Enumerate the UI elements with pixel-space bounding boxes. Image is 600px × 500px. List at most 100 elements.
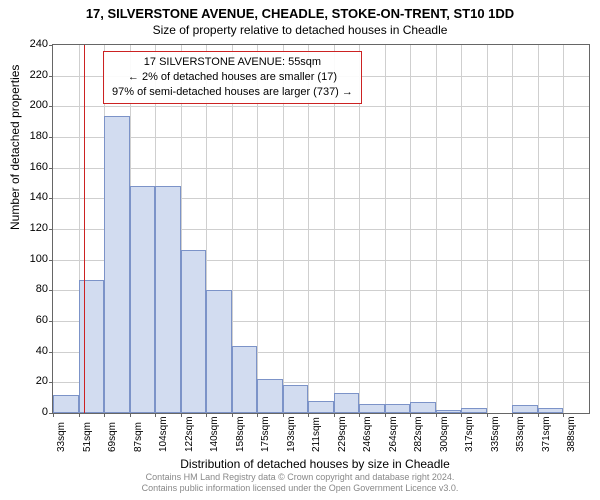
xtick-label: 193sqm (286, 416, 297, 452)
gridline-h (53, 137, 589, 138)
annotation-line-1: 17 SILVERSTONE AVENUE: 55sqm (144, 56, 321, 68)
xtick-mark (53, 413, 54, 417)
xtick-label: 388sqm (566, 416, 577, 452)
xtick-label: 317sqm (464, 416, 475, 452)
histogram-bar (436, 410, 462, 413)
ytick-mark (49, 106, 53, 107)
xtick-label: 246sqm (362, 416, 373, 452)
histogram-bar (334, 393, 360, 413)
ytick-mark (49, 382, 53, 383)
ytick-mark (49, 137, 53, 138)
gridline-h (53, 106, 589, 107)
xtick-mark (512, 413, 513, 417)
annotation-line-2: ← 2% of detached houses are smaller (17) (128, 71, 337, 83)
gridline-v (512, 45, 513, 413)
ytick-label: 160 (8, 161, 48, 173)
ytick-mark (49, 76, 53, 77)
xtick-label: 140sqm (209, 416, 220, 452)
ytick-label: 240 (8, 38, 48, 50)
xtick-label: 175sqm (260, 416, 271, 452)
gridline-v (563, 45, 564, 413)
gridline-v (436, 45, 437, 413)
histogram-bar (283, 385, 309, 413)
chart-container: 17, SILVERSTONE AVENUE, CHEADLE, STOKE-O… (0, 0, 600, 500)
histogram-bar (104, 116, 130, 413)
ytick-label: 40 (8, 345, 48, 357)
gridline-v (385, 45, 386, 413)
ytick-mark (49, 260, 53, 261)
ytick-mark (49, 321, 53, 322)
histogram-bar (155, 186, 181, 413)
ytick-label: 100 (8, 253, 48, 265)
footer-line-2: Contains public information licensed und… (142, 483, 459, 493)
ytick-label: 200 (8, 99, 48, 111)
xtick-mark (79, 413, 80, 417)
ytick-label: 60 (8, 314, 48, 326)
xtick-mark (563, 413, 564, 417)
plot-area: 17 SILVERSTONE AVENUE: 55sqm ← 2% of deta… (52, 44, 590, 414)
histogram-bar (461, 408, 487, 413)
xtick-mark (206, 413, 207, 417)
marker-line (84, 45, 85, 413)
xtick-label: 282sqm (413, 416, 424, 452)
xtick-mark (104, 413, 105, 417)
xtick-label: 122sqm (184, 416, 195, 452)
ytick-label: 140 (8, 191, 48, 203)
histogram-bar (308, 401, 334, 413)
gridline-v (461, 45, 462, 413)
ytick-mark (49, 168, 53, 169)
gridline-v (538, 45, 539, 413)
histogram-bar (538, 408, 564, 413)
x-axis-label: Distribution of detached houses by size … (0, 457, 600, 471)
xtick-label: 371sqm (541, 416, 552, 452)
xtick-label: 211sqm (311, 417, 322, 452)
xtick-label: 104sqm (158, 416, 169, 452)
histogram-bar (257, 379, 283, 413)
chart-title-sub: Size of property relative to detached ho… (0, 23, 600, 37)
ytick-mark (49, 45, 53, 46)
ytick-label: 180 (8, 130, 48, 142)
xtick-mark (283, 413, 284, 417)
ytick-mark (49, 198, 53, 199)
ytick-label: 20 (8, 375, 48, 387)
gridline-v (487, 45, 488, 413)
ytick-label: 120 (8, 222, 48, 234)
xtick-mark (130, 413, 131, 417)
histogram-bar (385, 404, 411, 413)
xtick-label: 300sqm (439, 416, 450, 452)
histogram-bar (359, 404, 385, 413)
gridline-h (53, 168, 589, 169)
histogram-bar (130, 186, 156, 413)
xtick-mark (257, 413, 258, 417)
ytick-label: 220 (8, 69, 48, 81)
histogram-bar (410, 402, 436, 413)
xtick-label: 158sqm (235, 416, 246, 452)
annotation-line-3: 97% of semi-detached houses are larger (… (112, 86, 353, 98)
xtick-mark (232, 413, 233, 417)
xtick-mark (538, 413, 539, 417)
ytick-label: 0 (8, 406, 48, 418)
chart-title-main: 17, SILVERSTONE AVENUE, CHEADLE, STOKE-O… (0, 6, 600, 21)
histogram-bar (512, 405, 538, 413)
xtick-label: 335sqm (490, 416, 501, 452)
xtick-mark (487, 413, 488, 417)
xtick-mark (461, 413, 462, 417)
histogram-bar (79, 280, 105, 413)
histogram-bar (53, 395, 79, 413)
xtick-mark (155, 413, 156, 417)
xtick-label: 264sqm (388, 416, 399, 452)
xtick-label: 87sqm (133, 422, 144, 452)
xtick-label: 69sqm (107, 422, 118, 452)
xtick-label: 33sqm (56, 422, 67, 452)
ytick-mark (49, 352, 53, 353)
footer-line-1: Contains HM Land Registry data © Crown c… (146, 472, 455, 482)
xtick-mark (181, 413, 182, 417)
histogram-bar (181, 250, 207, 413)
xtick-label: 353sqm (515, 416, 526, 452)
gridline-v (410, 45, 411, 413)
ytick-mark (49, 229, 53, 230)
y-axis-label: Number of detached properties (8, 65, 22, 230)
xtick-label: 51sqm (82, 422, 93, 452)
xtick-mark (436, 413, 437, 417)
xtick-mark (359, 413, 360, 417)
